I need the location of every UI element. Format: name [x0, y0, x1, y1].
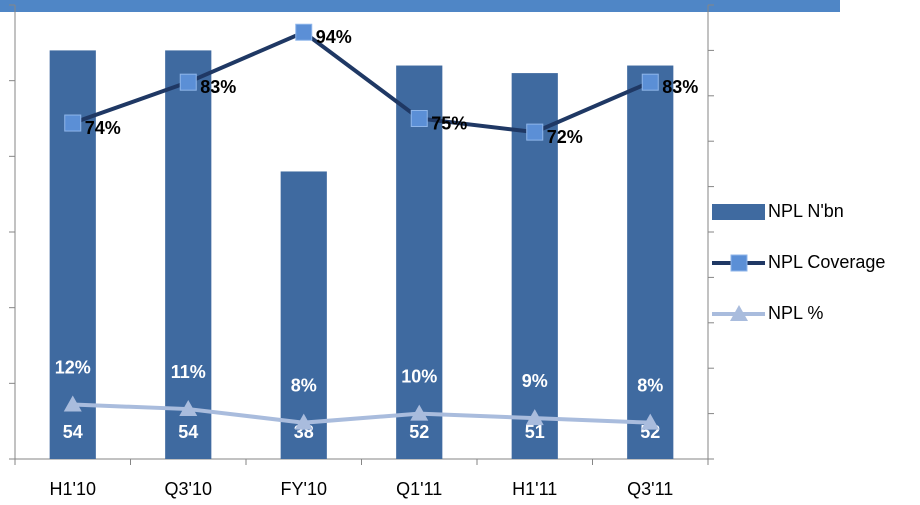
- line: [72, 402, 651, 425]
- x-tick-label: H1'10: [50, 479, 96, 499]
- legend-label: NPL N'bn: [768, 201, 844, 221]
- legend-marker: [730, 305, 748, 321]
- marker: [63, 395, 82, 412]
- data-label: 72%: [547, 127, 583, 147]
- marker: [641, 73, 659, 91]
- data-label: 8%: [637, 375, 663, 395]
- data-label: 74%: [85, 118, 121, 138]
- marker: [179, 73, 197, 91]
- marker: [525, 409, 544, 426]
- bar-label: 51: [525, 422, 545, 442]
- marker: [295, 23, 313, 41]
- legend-swatch: [712, 204, 765, 220]
- marker: [526, 123, 544, 141]
- data-label: 12%: [55, 357, 91, 377]
- x-tick-label: Q3'10: [165, 479, 212, 499]
- marker: [179, 400, 198, 417]
- legend-label: NPL %: [768, 303, 823, 323]
- data-label: 75%: [431, 113, 467, 133]
- legend-label: NPL Coverage: [768, 252, 885, 272]
- data-label: 11%: [171, 362, 206, 382]
- bar-label: 54: [178, 422, 198, 442]
- line: [72, 29, 652, 135]
- marker: [294, 413, 313, 430]
- x-tick-label: FY'10: [281, 479, 327, 499]
- bar: [280, 171, 327, 459]
- marker: [641, 413, 660, 430]
- data-label: 8%: [291, 375, 317, 395]
- bar: [396, 65, 443, 460]
- marker: [410, 404, 429, 421]
- marker: [64, 114, 82, 132]
- bar: [165, 50, 212, 460]
- bar: [627, 65, 674, 460]
- x-tick-label: Q1'11: [396, 479, 442, 499]
- top-band: [0, 0, 840, 12]
- data-label: 83%: [662, 77, 698, 97]
- x-tick-label: H1'11: [512, 479, 557, 499]
- legend-marker: [730, 254, 748, 272]
- data-label: 10%: [401, 366, 437, 386]
- x-tick-label: Q3'11: [627, 479, 673, 499]
- marker: [410, 110, 428, 127]
- bar-label: 54: [63, 422, 83, 442]
- data-label: 94%: [316, 27, 352, 47]
- data-label: 83%: [200, 77, 236, 97]
- data-label: 9%: [522, 371, 548, 391]
- bar-label: 52: [409, 422, 429, 442]
